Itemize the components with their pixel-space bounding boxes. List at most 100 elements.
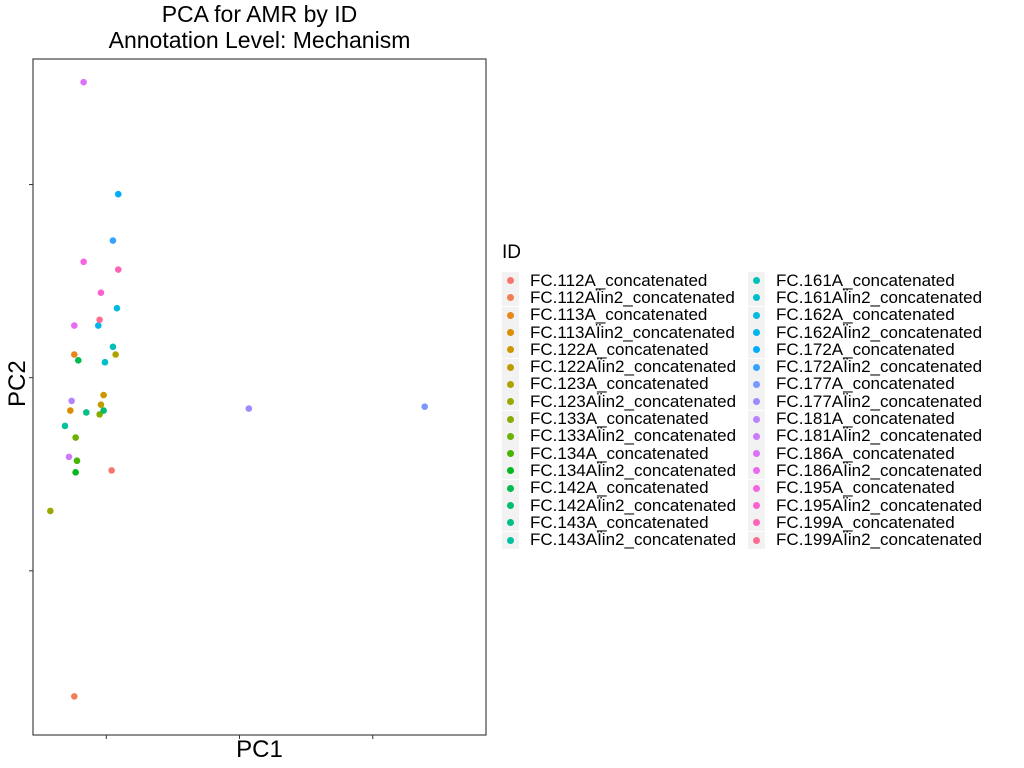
legend-key — [748, 531, 766, 549]
legend-label: FC.123AÏin2_concatenated — [530, 391, 737, 411]
legend-dot-icon — [507, 502, 514, 509]
data-point — [71, 322, 78, 329]
legend-item: FC.123A_concatenated — [502, 374, 736, 394]
legend-key — [502, 306, 519, 324]
chart-subtitle: Annotation Level: Mechanism — [108, 27, 411, 53]
legend-dot-icon — [507, 432, 514, 440]
legend-label: FC.162AÏin2_concatenated — [776, 322, 983, 342]
legend-key — [502, 324, 519, 342]
data-point — [97, 401, 105, 409]
legend-label: FC.134A_concatenated — [530, 443, 709, 463]
legend-item: FC.195AÏin2_concatenated — [748, 496, 982, 515]
legend-key — [748, 324, 766, 342]
legend-key — [502, 514, 519, 532]
legend-title: ID — [502, 242, 521, 263]
legend-dot-icon — [753, 519, 761, 527]
legend-label: FC.186A_concatenated — [776, 443, 955, 463]
legend-item: FC.195A_concatenated — [748, 478, 982, 497]
data-point — [73, 457, 81, 465]
data-point — [71, 351, 78, 358]
legend: ID FC.112A_concatenated FC.112AÏin2_conca… — [502, 242, 982, 549]
legend-key — [748, 375, 766, 393]
legend-label: FC.181AÏin2_concatenated — [776, 426, 983, 446]
legend-key — [748, 341, 766, 359]
legend-key — [748, 427, 766, 445]
legend-dot-icon — [507, 294, 514, 302]
legend-key — [502, 393, 519, 411]
legend-key — [502, 375, 519, 393]
data-point — [109, 343, 117, 351]
legend-key — [502, 427, 519, 445]
legend-key — [748, 393, 766, 411]
legend-dot-icon — [507, 415, 514, 423]
legend-key — [502, 497, 519, 514]
legend-dot-icon — [507, 450, 514, 458]
data-point — [108, 467, 115, 474]
data-point — [421, 403, 429, 410]
legend-item: FC.199A_concatenated — [748, 513, 982, 532]
data-point — [245, 405, 253, 412]
data-point — [112, 351, 119, 358]
legend-key — [502, 462, 519, 480]
legend-label: FC.133AÏin2_concatenated — [530, 426, 737, 446]
legend-key — [748, 272, 766, 290]
legend-dot-icon — [753, 380, 761, 388]
data-point — [113, 304, 121, 312]
data-point — [47, 507, 54, 515]
legend-dot-icon — [507, 536, 514, 544]
data-point — [67, 407, 74, 414]
legend-item: FC.134A_concatenated — [502, 443, 736, 463]
legend-label: FC.172AÏin2_concatenated — [776, 357, 983, 377]
legend-item: FC.172A_concatenated — [748, 339, 982, 359]
legend-item: FC.112AÏin2_concatenated — [502, 288, 736, 307]
legend-dot-icon — [507, 398, 514, 406]
legend-key — [748, 462, 766, 480]
legend-label: FC.161A_concatenated — [776, 270, 955, 290]
legend-label: FC.177AÏin2_concatenated — [776, 391, 983, 411]
data-point — [101, 358, 109, 366]
legend-item: FC.113A_concatenated — [502, 305, 736, 324]
legend-key — [748, 410, 766, 428]
legend-label: FC.143A_concatenated — [530, 512, 709, 532]
plot-panel — [32, 58, 487, 736]
legend-dot-icon — [753, 329, 761, 337]
legend-item: FC.181AÏin2_concatenated — [748, 426, 983, 446]
legend-key — [748, 445, 766, 463]
data-point — [100, 407, 107, 414]
legend-key — [502, 272, 519, 290]
data-point — [61, 422, 69, 430]
legend-item: FC.172AÏin2_concatenated — [748, 357, 983, 377]
legend-item: FC.177AÏin2_concatenated — [748, 391, 983, 411]
legend-dot-icon — [507, 329, 514, 337]
legend-label: FC.177A_concatenated — [776, 374, 955, 394]
legend-dot-icon — [753, 502, 761, 509]
legend-label: FC.162A_concatenated — [776, 305, 955, 325]
data-point — [114, 266, 122, 273]
legend-label: FC.113AÏin2_concatenated — [530, 322, 735, 342]
legend-label: FC.122A_concatenated — [530, 339, 709, 359]
legend-item: FC.161A_concatenated — [748, 270, 982, 290]
legend-key — [748, 289, 766, 307]
legend-item: FC.122AÏin2_concatenated — [502, 357, 736, 376]
data-point — [80, 258, 87, 266]
legend-key — [502, 289, 519, 307]
legend-dot-icon — [753, 415, 761, 423]
legend-item: FC.177A_concatenated — [748, 374, 982, 394]
legend-key — [748, 479, 766, 497]
legend-item: FC.186A_concatenated — [748, 443, 982, 463]
legend-key — [502, 445, 519, 463]
legend-label: FC.172A_concatenated — [776, 339, 955, 359]
legend-label: FC.133A_concatenated — [530, 409, 709, 429]
legend-key — [748, 514, 766, 532]
legend-label: FC.181A_concatenated — [776, 409, 955, 429]
legend-label: FC.186AÏin2_concatenated — [776, 460, 983, 480]
legend-dot-icon — [753, 484, 761, 492]
legend-label: FC.123A_concatenated — [530, 374, 709, 394]
data-point — [72, 434, 79, 441]
legend-key — [502, 341, 519, 359]
legend-item: FC.122A_concatenated — [502, 339, 736, 359]
legend-key — [502, 479, 519, 497]
legend-item: FC.112A_concatenated — [502, 271, 736, 290]
legend-dot-icon — [507, 277, 514, 285]
legend-item: FC.143AÏin2_concatenated — [502, 530, 736, 549]
